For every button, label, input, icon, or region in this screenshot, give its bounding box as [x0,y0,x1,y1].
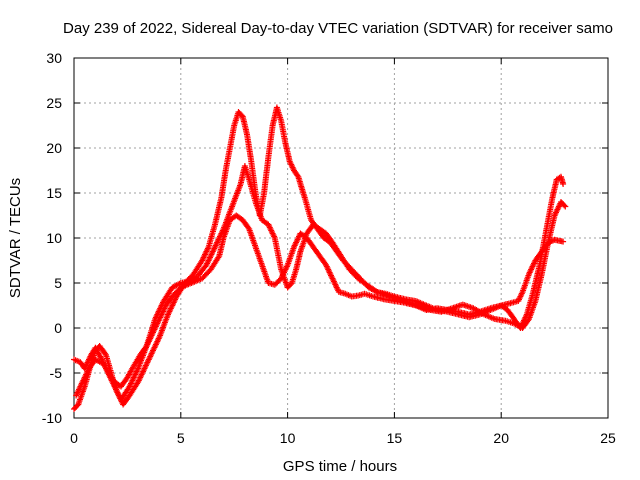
x-tick-label: 10 [280,430,296,446]
series-track-b [71,104,567,412]
x-tick-label: 0 [70,430,78,446]
axis-ticks: 0 5 10 15 20 25 -10 -5 0 5 10 15 20 25 30 [42,50,616,446]
data-point [560,238,567,245]
x-tick-label: 20 [493,430,509,446]
series-track-c [73,163,569,403]
y-tick-label: -10 [42,410,62,426]
y-tick-label: 5 [54,275,62,291]
y-tick-label: 30 [46,50,62,66]
data-marks [71,104,569,412]
grid-lines [74,58,608,418]
y-tick-label: 0 [54,320,62,336]
y-axis-label: SDTVAR / TECUs [7,178,24,298]
y-tick-label: -5 [50,365,63,381]
x-axis-label: GPS time / hours [283,458,397,475]
data-point [562,203,569,210]
y-tick-label: 15 [46,185,62,201]
data-point [560,181,567,187]
chart-title: Day 239 of 2022, Sidereal Day-to-day VTE… [63,20,613,37]
x-tick-label: 5 [177,430,185,446]
y-tick-label: 10 [46,230,62,246]
x-tick-label: 15 [387,430,403,446]
x-tick-label: 25 [600,430,616,446]
y-tick-label: 25 [46,95,62,111]
y-tick-label: 20 [46,140,62,156]
data-point [561,202,568,209]
